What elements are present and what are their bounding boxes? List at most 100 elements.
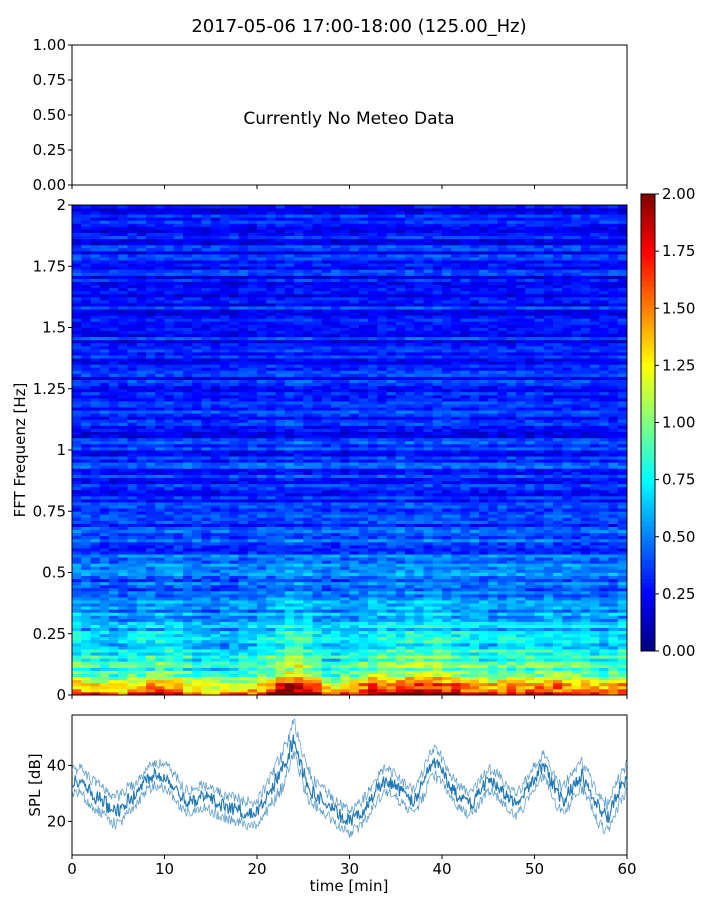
spectrogram-cell	[220, 557, 230, 561]
spectrogram-cell	[284, 554, 295, 558]
meteo-panel: Currently No Meteo Data 0.000.250.500.75…	[33, 36, 628, 194]
spectrogram-cell	[423, 575, 434, 580]
spectrogram-cell	[617, 618, 628, 622]
spectrogram-cell	[479, 578, 489, 583]
spectrogram-cell	[358, 569, 369, 573]
spectrogram-cell	[183, 544, 193, 549]
spectrogram-cell	[516, 535, 526, 540]
spectrogram-cell	[284, 517, 295, 521]
spectrogram-cell	[72, 532, 82, 537]
spectrogram-cell	[109, 658, 119, 662]
spectrogram-cell	[99, 502, 110, 506]
spectrogram-cell	[155, 440, 165, 445]
spectrogram-cell	[312, 440, 323, 445]
spectrogram-cell	[543, 652, 554, 656]
spectrogram-cell	[275, 517, 286, 521]
spectrogram-cell	[81, 624, 91, 629]
spectrogram-cell	[118, 673, 128, 678]
spectrogram-cell	[349, 505, 360, 509]
spectrogram-cell	[72, 642, 82, 647]
spectrogram-cell	[405, 502, 415, 506]
spectrogram-cell	[386, 502, 397, 506]
spectrogram-cell	[497, 612, 508, 616]
spectrogram-cell	[386, 603, 397, 607]
spectrogram-cell	[608, 495, 619, 500]
spectrogram-cell	[294, 655, 304, 659]
spectrogram-cell	[553, 655, 563, 659]
spectrogram-cell	[432, 446, 443, 451]
spectrogram-cell	[608, 587, 619, 592]
spectrogram-cell	[423, 682, 434, 687]
spectrogram-cell	[349, 511, 360, 515]
spectrogram-cell	[516, 468, 526, 472]
spectrogram-cell	[312, 529, 323, 534]
spectrogram-cell	[571, 642, 582, 647]
spectrogram-cell	[331, 483, 341, 488]
spectrogram-cell	[192, 642, 202, 647]
spectrogram-cell	[340, 606, 350, 610]
spectrogram-cell	[118, 523, 128, 527]
spectrogram-cell	[386, 499, 397, 503]
spectrogram-cell	[331, 538, 341, 543]
spectrogram-cell	[257, 554, 267, 558]
spectrogram-cell	[599, 670, 609, 674]
spectrogram-cell	[90, 664, 101, 668]
spectrogram-cell	[331, 642, 341, 647]
spectrogram-cell	[516, 655, 526, 659]
spectrogram-cell	[442, 489, 452, 494]
spectrogram-cell	[469, 548, 480, 552]
spectrogram-cell	[146, 541, 156, 546]
spectrogram-cell	[599, 544, 609, 549]
spectrogram-cell	[136, 532, 147, 537]
spectrogram-cell	[220, 661, 230, 665]
spectrogram-cell	[109, 584, 119, 589]
spectrogram-cell	[451, 502, 461, 506]
spectrogram-cell	[386, 474, 397, 478]
spectrogram-cell	[284, 450, 295, 454]
spectrogram-cell	[358, 483, 369, 488]
spectrogram-cell	[146, 495, 156, 500]
spectrogram-cell	[525, 551, 535, 555]
spectrogram-cell	[349, 606, 360, 610]
spectrogram-cell	[534, 499, 545, 503]
spectrogram-cell	[506, 554, 517, 558]
spectrogram-cell	[525, 535, 535, 540]
spectrogram-cell	[460, 578, 471, 583]
spectrogram-cell	[349, 514, 360, 518]
spectrogram-cell	[497, 649, 508, 653]
spectrogram-cell	[99, 474, 110, 478]
spectrogram-cell	[72, 465, 82, 469]
spectrogram-cell	[220, 495, 230, 500]
spectrogram-cell	[368, 443, 378, 448]
spectrogram-cell	[72, 514, 82, 518]
spectrogram-cell	[164, 566, 175, 570]
spectrogram-cell	[340, 593, 350, 598]
spectrogram-cell	[488, 446, 498, 451]
spectrogram-cell	[599, 477, 609, 482]
spectrogram-cell	[358, 486, 369, 491]
spectrogram-cell	[220, 502, 230, 506]
spectrogram-cell	[340, 676, 350, 681]
spectrogram-cell	[516, 492, 526, 497]
spectrogram-cell	[72, 440, 82, 445]
spectrogram-cell	[192, 459, 202, 463]
spectrogram-cell	[164, 670, 175, 674]
spectrogram-cell	[238, 456, 249, 460]
spectrogram-cell	[229, 502, 239, 506]
spectrogram-cell	[479, 517, 489, 521]
spectrogram-cell	[155, 630, 165, 635]
spectrogram-cell	[608, 557, 619, 561]
spectrogram-cell	[257, 566, 267, 570]
spectrogram-cell	[432, 606, 443, 610]
spectrogram-cell	[275, 520, 286, 524]
spectrogram-cell	[340, 612, 350, 616]
spectrogram-cell	[414, 646, 424, 650]
spectrogram-cell	[99, 446, 110, 451]
spectrogram-cell	[284, 600, 295, 604]
spectrogram-cell	[534, 474, 545, 478]
spectrogram-cell	[534, 676, 545, 681]
spectrogram-cell	[460, 492, 471, 497]
spectrogram-cell	[377, 459, 387, 463]
spectrogram-cell	[109, 612, 119, 616]
spectrogram-cell	[118, 477, 128, 482]
